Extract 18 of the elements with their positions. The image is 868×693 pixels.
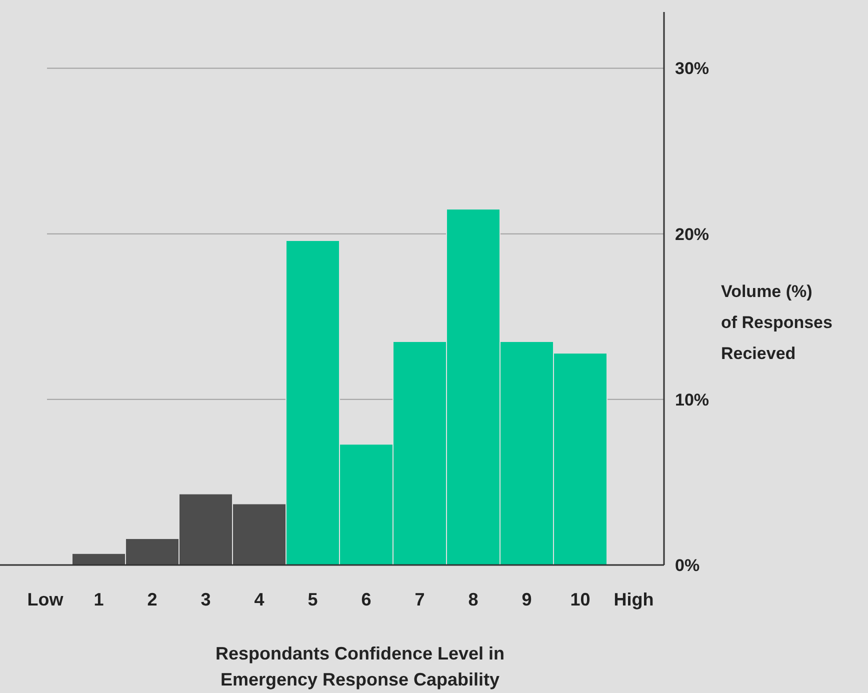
y-tick-label: 20%: [675, 224, 710, 244]
y-axis-title: Volume (%) of Responses Recieved: [721, 282, 832, 363]
x-axis-title: Respondants Confidence Level in Emergency Response Capability: [215, 643, 505, 690]
y-tick-label: 10%: [675, 390, 710, 410]
x-tick-label: 9: [522, 589, 532, 610]
x-tick-label: Low: [27, 589, 64, 610]
x-tick-label: 1: [94, 589, 104, 610]
x-tick-label: 4: [254, 589, 264, 610]
x-tick-label: 6: [361, 589, 372, 610]
x-tick-label: 2: [147, 589, 158, 610]
y-tick-label: 30%: [675, 59, 710, 78]
x-tick-label: 7: [414, 589, 425, 610]
x-tick-label: 5: [308, 589, 318, 610]
x-tick-label: 3: [200, 589, 211, 610]
x-tick-label: 8: [468, 589, 478, 610]
y-tick-label: 0%: [675, 556, 700, 575]
x-tick-label: 10: [570, 589, 590, 610]
x-tick-label: High: [614, 589, 654, 610]
